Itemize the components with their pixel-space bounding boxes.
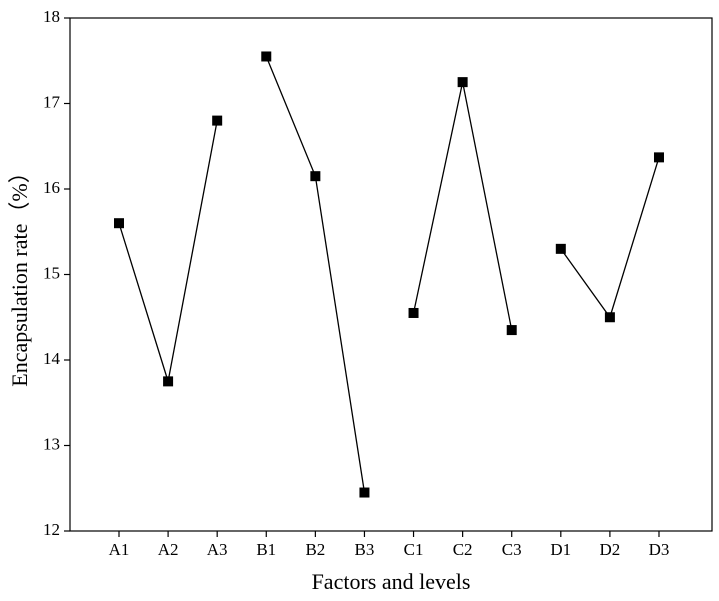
x-tick-label: C2	[453, 540, 473, 559]
x-tick-label: B3	[355, 540, 375, 559]
x-tick-label: C3	[502, 540, 522, 559]
series-line	[265, 56, 366, 493]
point-marker	[114, 218, 124, 229]
x-tick-label: D3	[649, 540, 670, 559]
x-axis-title: Factors and levels	[312, 569, 471, 594]
y-tick-label: 17	[43, 92, 61, 111]
y-tick-label: 16	[43, 178, 60, 197]
y-tick-label: 13	[43, 434, 60, 453]
point-marker	[555, 243, 566, 254]
x-tick-label: D1	[550, 540, 571, 559]
x-tick-label: A1	[109, 540, 130, 559]
series-line	[560, 157, 660, 319]
point-marker	[310, 171, 321, 182]
x-tick-label: D2	[600, 540, 621, 559]
y-tick-label: 12	[43, 520, 60, 539]
y-axis-title: Encapsulation rate（%）	[7, 161, 32, 386]
series-line	[118, 120, 218, 382]
x-tick-label: A2	[158, 540, 179, 559]
y-tick-label: 14	[43, 349, 61, 368]
series-line	[412, 81, 513, 331]
point-marker	[359, 487, 370, 498]
y-tick-label: 15	[43, 263, 60, 282]
point-marker	[604, 312, 615, 323]
point-marker	[408, 307, 419, 318]
point-marker	[457, 77, 468, 88]
point-marker	[212, 115, 223, 126]
point-marker	[653, 152, 664, 163]
x-tick-label: B1	[256, 540, 276, 559]
y-tick-label: 18	[43, 7, 60, 26]
plot-frame	[69, 17, 713, 532]
x-tick-label: C1	[404, 540, 424, 559]
point-marker	[261, 51, 272, 62]
point-marker	[506, 325, 517, 336]
point-marker	[163, 376, 174, 387]
x-tick-label: B2	[305, 540, 325, 559]
x-tick-label: A3	[207, 540, 228, 559]
